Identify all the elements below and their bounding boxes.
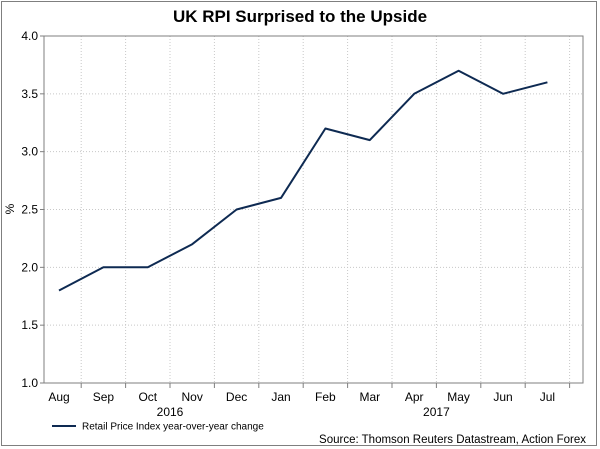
y-tick-label: 1.5 — [21, 318, 38, 332]
legend-label: Retail Price Index year-over-year change — [82, 422, 264, 433]
y-tick-label: 2.5 — [21, 203, 38, 217]
x-tick-label: Nov — [182, 390, 203, 404]
x-tick-label: May — [447, 390, 470, 404]
x-tick-label: Aug — [48, 390, 69, 404]
series — [58, 69, 548, 292]
y-tick-label: 2.0 — [21, 260, 38, 274]
y-axis: 1.0 1.5 2.0 2.5 3.0 3.5 4.0 — [21, 29, 44, 390]
grid — [44, 36, 583, 383]
y-tick-label: 1.0 — [21, 376, 38, 390]
x-tick-label: Apr — [405, 390, 424, 404]
plot-area — [43, 35, 584, 384]
chart-title: UK RPI Surprised to the Upside — [173, 7, 427, 26]
series-line — [58, 69, 548, 292]
x-axis: Aug Sep Oct Nov Dec Jan Feb Mar Apr May Jun Jul 2016… — [48, 383, 571, 419]
x-tick-label: Oct — [138, 390, 157, 404]
x-tick-label: Mar — [359, 390, 380, 404]
legend: Retail Price Index year-over-year change — [52, 422, 264, 433]
y-tick-label: 4.0 — [21, 29, 38, 43]
x-tick-label: Jun — [493, 390, 512, 404]
x-tick-label: Jul — [540, 390, 555, 404]
source-note: Source: Thomson Reuters Datastream, Acti… — [319, 434, 586, 446]
x-tick-label: Feb — [315, 390, 336, 404]
x-tick-label: Sep — [93, 390, 115, 404]
x-year-label: 2016 — [157, 405, 184, 419]
x-tick-label: Jan — [271, 390, 290, 404]
y-tick-label: 3.0 — [21, 145, 38, 159]
y-axis-label: % — [3, 203, 17, 214]
x-year-label: 2017 — [423, 405, 450, 419]
y-tick-label: 3.5 — [21, 87, 38, 101]
x-tick-label: Dec — [226, 390, 247, 404]
